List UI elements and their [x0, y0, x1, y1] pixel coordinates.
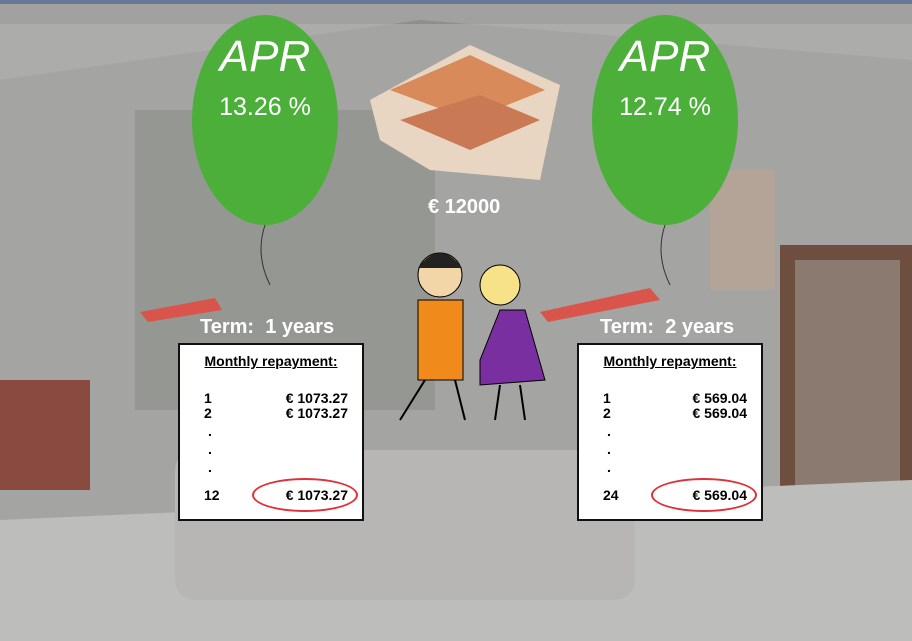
- payment-amount: € 1073.27: [286, 405, 348, 421]
- apr-rate: 13.26 %: [185, 93, 345, 122]
- books: [795, 260, 900, 490]
- repayment-table: Monthly repayment: 1 € 1073.27 2 € 1073.27..…: [178, 343, 364, 521]
- table-header: Monthly repayment:: [180, 353, 362, 369]
- loan-amount: € 12000: [428, 196, 500, 219]
- apr-label: APR: [585, 32, 745, 82]
- slide: € 12000 APR 13.26 % Term: 1 years Monthly r…: [0, 0, 912, 641]
- highlight-ring: [252, 478, 358, 512]
- payment-amount: € 1073.27: [286, 390, 348, 406]
- ellipsis-dot: .: [208, 459, 212, 475]
- payment-amount: € 569.04: [693, 405, 748, 421]
- month-number: 1: [204, 390, 212, 406]
- term-label: Term: 1 years: [200, 316, 334, 339]
- highlight-ring: [651, 478, 757, 512]
- repayment-table: Monthly repayment: 1 € 569.04 2 € 569.04... 2…: [577, 343, 763, 521]
- chair: [0, 380, 90, 490]
- month-number: 1: [603, 390, 611, 406]
- apr-label: APR: [185, 32, 345, 82]
- month-number: 2: [204, 405, 212, 421]
- month-number: 12: [204, 487, 220, 503]
- month-number: 2: [603, 405, 611, 421]
- payment-amount: € 569.04: [693, 390, 748, 406]
- month-number: 24: [603, 487, 619, 503]
- ellipsis-dot: .: [208, 423, 212, 439]
- ellipsis-dot: .: [607, 441, 611, 457]
- ellipsis-dot: .: [607, 459, 611, 475]
- table-header: Monthly repayment:: [579, 353, 761, 369]
- ellipsis-dot: .: [607, 423, 611, 439]
- background: [0, 0, 912, 641]
- term-label: Term: 2 years: [600, 316, 734, 339]
- ellipsis-dot: .: [208, 441, 212, 457]
- apr-rate: 12.74 %: [585, 93, 745, 122]
